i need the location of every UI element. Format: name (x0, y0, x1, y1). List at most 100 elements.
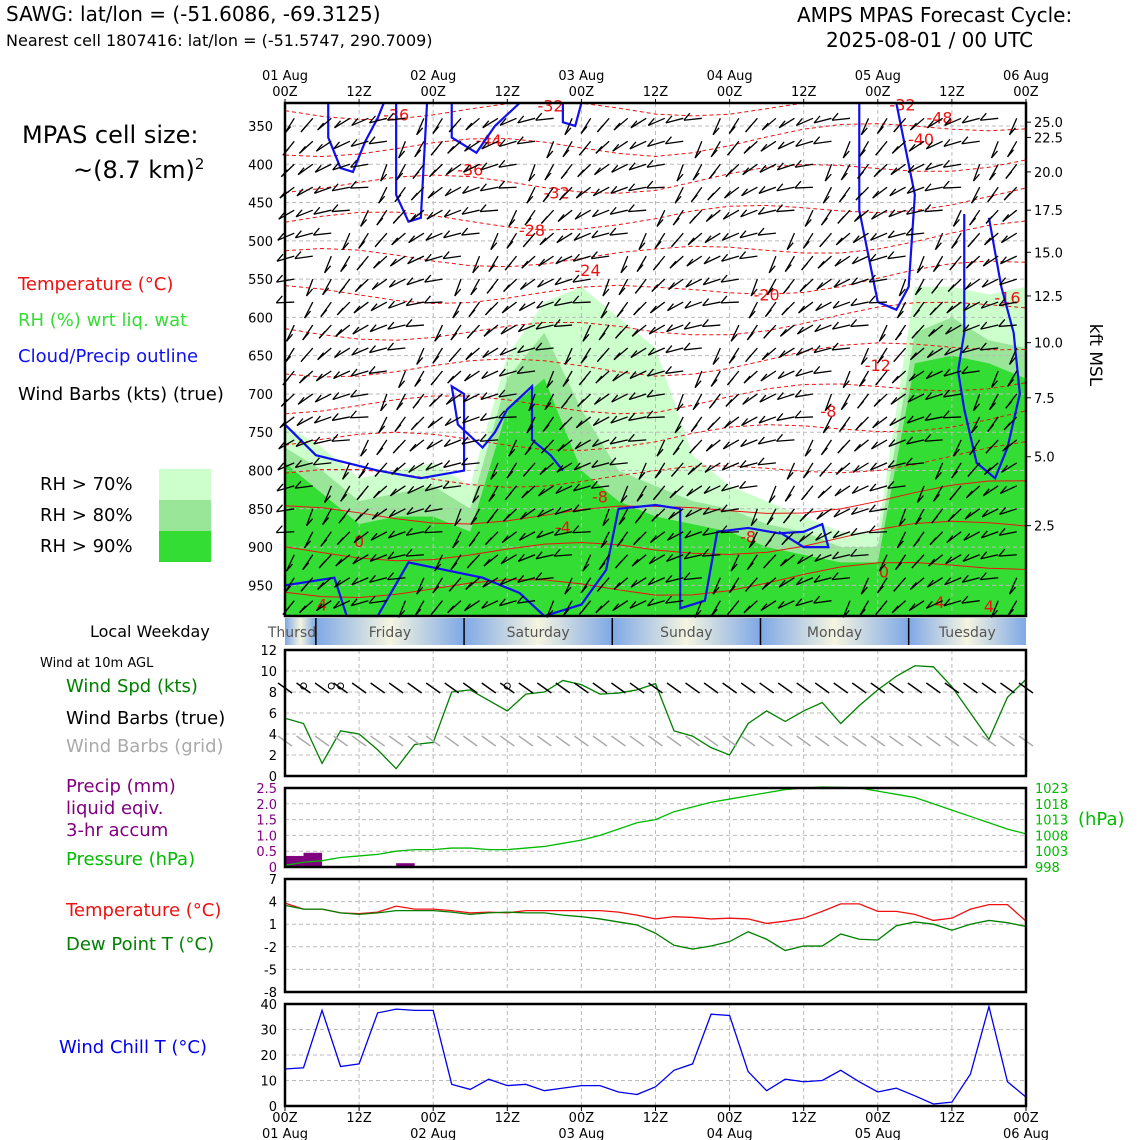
cell-size-value: ~(8.7 km)2 (73, 155, 205, 184)
wind-barb-flag (405, 298, 413, 307)
grid-wind-barb (703, 735, 719, 747)
top-axis-day-label: 03 Aug (558, 69, 604, 84)
wind-barb (295, 209, 314, 218)
wind-barb-flag (368, 345, 376, 354)
wind-barb-flag (412, 400, 420, 409)
wind-barb-flag (591, 460, 599, 468)
surface-wind-barb (685, 682, 700, 694)
wind-barb-flag (334, 579, 342, 588)
wind-barb-flag (745, 124, 753, 133)
wind-barb-flag (592, 418, 600, 426)
grid-wind-barb (592, 735, 608, 747)
temperature-isotherm (284, 480, 1027, 525)
wind-barb (398, 370, 407, 388)
wind-barb-flag (559, 422, 567, 431)
wind-barb-flag (483, 558, 491, 567)
wind-barb (832, 324, 851, 330)
wind-barb (564, 577, 573, 595)
wind-barb-flag (536, 300, 544, 309)
wind-barb (600, 531, 610, 549)
wind-barb (481, 370, 499, 380)
wind-barb-flag (820, 217, 828, 226)
wind-barb-flag (768, 495, 776, 503)
wind-barb (520, 278, 536, 291)
wind-barb-flag (611, 394, 619, 403)
wind-barb-flag (424, 274, 432, 283)
wind-barb (462, 416, 480, 424)
wind-barb-flag (368, 115, 376, 124)
grid-wind-barb (722, 735, 738, 747)
weekday-cell (464, 618, 613, 645)
wind-barb-flag (498, 598, 506, 607)
wind-barb (945, 324, 962, 335)
wind-barb (648, 554, 666, 565)
wind-barb (499, 140, 517, 147)
wind-barb (730, 324, 740, 342)
wind-barb-flag (721, 253, 729, 262)
wind-barb (416, 577, 425, 595)
wind-barb-flag (470, 517, 478, 525)
wind-barb-flag (683, 572, 691, 581)
wind-barb-flag (407, 256, 415, 265)
wind-barb (295, 232, 313, 239)
wind-barb-flag (999, 506, 1007, 515)
wind-barb (371, 508, 388, 520)
wind-barb-flag (443, 230, 451, 239)
wind-barb (860, 347, 870, 365)
wind-barb (1001, 232, 1018, 244)
wind-barb-flag (429, 169, 436, 178)
wind-10m-label: Wind at 10m AGL (40, 656, 154, 671)
wind-barb (759, 163, 777, 173)
wind-barb-flag (726, 377, 734, 386)
bottom-axis-day-label: 06 Aug (1003, 1127, 1049, 1140)
wind-panel-frame (283, 648, 1028, 778)
wind-barb-flag (277, 232, 285, 241)
wind-barb-flag (546, 380, 554, 389)
wind-barb (554, 508, 573, 516)
weekday-bar: Thursday Friday Saturday Sunday Monday Tuesda… (267, 618, 1026, 645)
wind-barb-flag (889, 418, 897, 426)
wind-barb-flag (906, 415, 914, 424)
wind-barb-flag (870, 462, 878, 471)
temperature-panel-ytick-label: 1 (269, 918, 277, 933)
wind-barb (555, 485, 573, 495)
wind-speed-label: Wind Spd (kts) (66, 676, 198, 697)
wind-barb-flag (442, 480, 450, 489)
wind-barb (906, 416, 925, 424)
wind-barb-flag (720, 274, 728, 283)
wind-barb-flag (728, 585, 736, 594)
wind-barb-flag (702, 298, 710, 307)
wind-barb-flag (784, 493, 792, 502)
wind-barb-flag (559, 192, 567, 201)
wind-barb-flag (506, 470, 514, 479)
wind-barb-flag (572, 253, 580, 262)
wind-barb (739, 232, 758, 239)
wind-barb-flag (350, 368, 358, 377)
wind-barb-flag (816, 511, 824, 520)
wind-barb (776, 209, 795, 213)
wind-barb (998, 301, 1017, 307)
wind-barb-flag (742, 396, 750, 405)
wind-barb-flag (426, 211, 434, 220)
wind-barb (961, 140, 980, 145)
wind-barb-flag (464, 143, 472, 152)
wind-barb-flag (336, 537, 344, 546)
wind-barb-flag (334, 120, 342, 129)
wind-barb-flag (980, 530, 988, 539)
wind-barb-flag (351, 118, 359, 126)
wind-barb-flag (685, 509, 693, 518)
wind-barb (758, 186, 777, 194)
top-axis-hour-label: 00Z (865, 85, 891, 100)
wind-barb-flag (969, 447, 977, 456)
wind-barb-flag (944, 118, 952, 126)
wind-barb-flag (553, 318, 561, 327)
wind-barb-flag (758, 185, 766, 194)
wind-barb (668, 278, 684, 291)
wind-barb-flag (636, 264, 644, 273)
wind-barb (777, 370, 795, 380)
wind-barb-flag (424, 483, 432, 492)
wind-barb (832, 531, 851, 539)
wind-barb-flag (646, 410, 654, 419)
wind-barb-flag (926, 350, 934, 358)
wind-barb-flag (501, 535, 509, 544)
